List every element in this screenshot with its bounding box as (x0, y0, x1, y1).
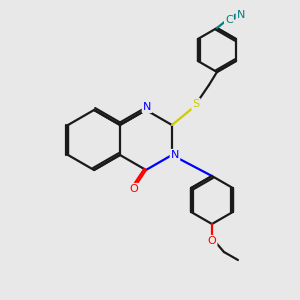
Text: O: O (130, 184, 138, 194)
Text: S: S (192, 99, 200, 109)
Text: O: O (208, 236, 216, 246)
Text: N: N (237, 10, 245, 20)
Text: N: N (143, 102, 151, 112)
Text: C: C (225, 15, 233, 25)
Text: N: N (171, 150, 179, 160)
